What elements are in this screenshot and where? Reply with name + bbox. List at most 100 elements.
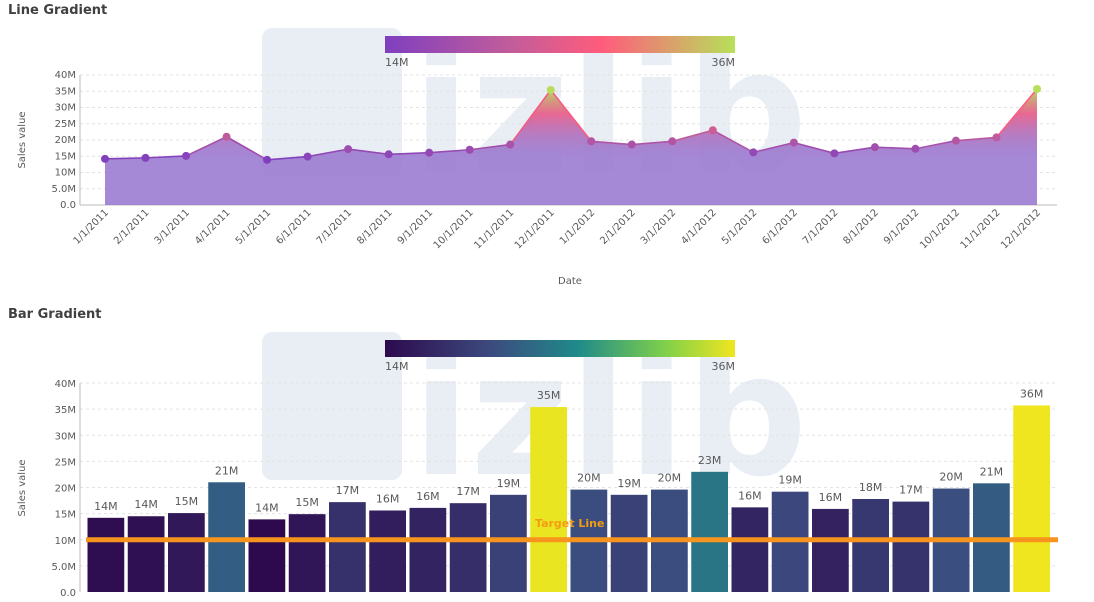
bar-legend-max: 36M: [712, 360, 736, 373]
bar-data-label: 35M: [537, 389, 561, 402]
x-tick-label: 6/1/2012: [760, 207, 800, 247]
bar-data-label: 14M: [134, 498, 158, 511]
line-point: [870, 143, 879, 152]
target-line-label: Target Line: [535, 517, 604, 530]
line-segment: [509, 89, 552, 146]
x-tick-label: 3/1/2011: [153, 207, 193, 247]
line-segment: [672, 129, 714, 143]
line-point: [344, 145, 353, 154]
bar-data-label: 17M: [899, 484, 923, 497]
line-segment: [915, 139, 957, 150]
x-tick-label: 8/1/2012: [841, 207, 881, 247]
bar-data-label: 20M: [577, 472, 601, 485]
line-segment: [388, 151, 430, 156]
bar: [288, 514, 326, 592]
y-tick-label: 35M: [55, 405, 76, 416]
line-segment: [753, 141, 795, 154]
bar: [87, 517, 125, 592]
x-tick-label: 8/1/2011: [355, 207, 395, 247]
bar: [610, 494, 648, 592]
bar-data-label: 14M: [255, 501, 279, 514]
bar: [329, 502, 366, 592]
line-point: [546, 85, 555, 94]
bar-data-label: 17M: [336, 484, 360, 497]
y-tick-label: 20M: [55, 135, 76, 146]
y-tick-label: 25M: [55, 457, 76, 468]
line-point: [222, 132, 231, 141]
x-tick-label: 6/1/2011: [274, 207, 314, 247]
y-tick-label: 15M: [55, 151, 76, 162]
line-segment: [631, 140, 673, 146]
bar-data-label: 19M: [497, 477, 521, 490]
y-tick-label: 5.0M: [51, 562, 76, 573]
bar-legend-bar: [385, 340, 735, 357]
line-point: [992, 133, 1001, 142]
line-legend-bar: [385, 36, 735, 53]
line-segment: [185, 136, 227, 157]
line-segment: [550, 89, 592, 142]
line-point: [830, 149, 839, 158]
y-tick-label: 35M: [55, 86, 76, 97]
line-point: [1033, 84, 1041, 93]
line-point: [506, 140, 515, 149]
line-segment: [793, 141, 835, 155]
line-segment: [591, 140, 632, 146]
bar: [490, 494, 527, 592]
bar: [691, 471, 728, 592]
line-segment: [307, 148, 349, 158]
bar-data-label: 16M: [819, 491, 843, 504]
x-tick-label: 11/1/2011: [472, 207, 516, 251]
line-gradient-title: Line Gradient: [8, 3, 108, 18]
bar-data-label: 15M: [295, 496, 319, 509]
y-tick-label: 15M: [55, 510, 76, 521]
line-segment: [226, 136, 268, 161]
bar-data-label: 20M: [658, 472, 682, 485]
line-segment: [348, 148, 389, 156]
line-point: [708, 126, 717, 135]
bar: [208, 482, 245, 592]
bar: [248, 519, 286, 592]
line-point: [425, 148, 434, 157]
bar-data-label: 21M: [215, 464, 239, 477]
line-point: [951, 136, 960, 145]
bar-data-label: 15M: [175, 495, 199, 508]
y-tick-label: 0.0: [60, 200, 76, 211]
bar: [731, 507, 769, 592]
x-tick-label: 2/1/2012: [598, 207, 638, 247]
y-tick-label: 20M: [55, 484, 76, 495]
x-tick-label: 4/1/2012: [679, 207, 719, 247]
bar: [812, 508, 849, 592]
line-point: [587, 137, 596, 146]
bar-data-label: 19M: [778, 474, 802, 487]
y-tick-label: 30M: [55, 103, 76, 114]
line-point: [749, 148, 758, 157]
x-tick-label: 5/1/2012: [720, 207, 760, 247]
y-tick-label: 25M: [55, 119, 76, 130]
x-tick-label: 9/1/2012: [882, 207, 922, 247]
x-tick-label: 11/1/2012: [959, 207, 1003, 251]
bar: [892, 501, 930, 592]
y-tick-label: 5.0M: [51, 184, 76, 195]
line-segment: [145, 155, 187, 159]
line-ylabel: Sales value: [17, 111, 28, 168]
bar: [168, 513, 205, 592]
bar-data-label: 19M: [617, 477, 641, 490]
y-tick-label: 10M: [55, 536, 76, 547]
line-point: [303, 152, 312, 161]
y-tick-label: 40M: [55, 379, 76, 390]
line-point: [668, 137, 677, 146]
line-segment: [104, 157, 146, 160]
line-xlabel: Date: [558, 276, 582, 287]
line-segment: [955, 136, 997, 142]
bar: [449, 503, 487, 592]
x-tick-label: 1/1/2012: [558, 207, 598, 247]
bar-data-label: 18M: [859, 481, 883, 494]
y-tick-label: 0.0: [60, 588, 76, 599]
bar-gradient-title: Bar Gradient: [8, 307, 102, 322]
bar-data-label: 23M: [698, 454, 722, 467]
x-tick-label: 12/1/2012: [999, 207, 1043, 251]
line-legend-max: 36M: [712, 56, 736, 69]
x-tick-label: 10/1/2011: [432, 207, 476, 251]
bar-legend-min: 14M: [385, 360, 409, 373]
